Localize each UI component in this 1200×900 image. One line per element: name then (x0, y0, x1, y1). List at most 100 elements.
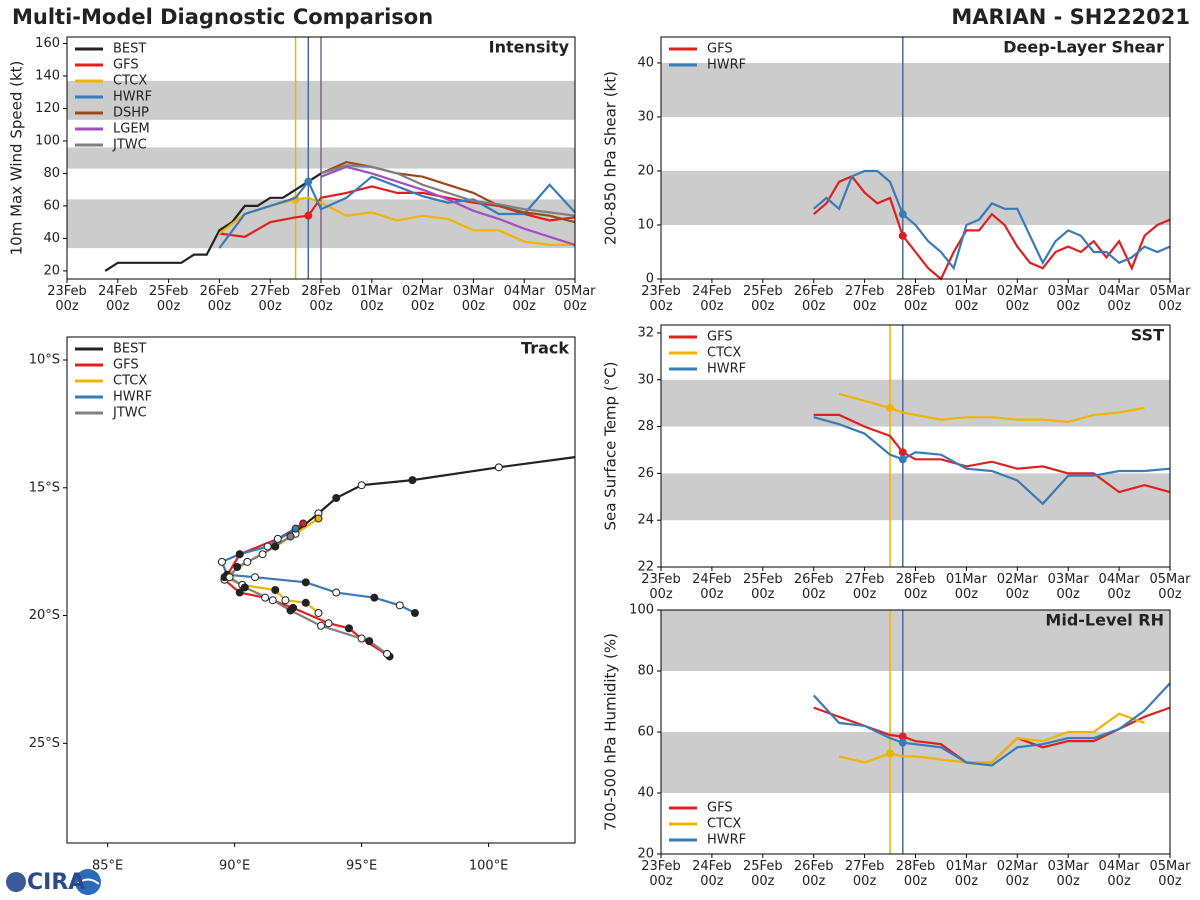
y-tick-label: 80 (43, 166, 60, 181)
panel-title: SST (1131, 326, 1164, 345)
legend-label: HWRF (113, 90, 152, 105)
x-tick-label: 25Feb 00z (743, 284, 783, 314)
series-line (320, 164, 576, 217)
x-tick-label: 03Mar 00z (1047, 572, 1089, 602)
track-point (324, 619, 333, 628)
x-tick-label: 23Feb 00z (641, 284, 681, 314)
y-axis-label: 200-850 hPa Shear (kt) (602, 71, 620, 245)
x-tick-label: 28Feb 00z (895, 859, 936, 889)
series-line (813, 416, 1171, 506)
track-point (365, 637, 374, 646)
y-axis-label: 10m Max Wind Speed (kt) (8, 61, 26, 256)
y-tick-label: 20 (637, 163, 654, 178)
panel-title: Mid-Level RH (1045, 611, 1164, 630)
legend-label: CTCX (113, 74, 147, 89)
track-point (344, 624, 353, 633)
panel-title: Intensity (489, 38, 570, 57)
track-point (263, 542, 272, 551)
x-tick-label: 01Mar 00z (945, 572, 987, 602)
logo-text: CIRA (27, 870, 85, 895)
y-tick-label: 60 (637, 725, 654, 740)
x-tick-label: 25Feb 00z (743, 572, 783, 602)
y-tick-label: 40 (43, 231, 60, 246)
init-marker (886, 749, 895, 758)
x-tick-label: 28Feb 00z (895, 572, 936, 602)
y-tick-label: 120 (35, 101, 60, 116)
x-tick-label: 05Mar 00z (1149, 859, 1191, 889)
shade-band (661, 610, 1170, 671)
y-tick-label: 100 (35, 133, 60, 148)
track-point (286, 532, 295, 541)
y-tick-label: 22 (637, 560, 654, 575)
track-point (286, 606, 295, 615)
init-marker (898, 738, 907, 747)
track-line (220, 527, 416, 614)
y-tick-label: 28 (637, 419, 654, 434)
track-point (250, 573, 259, 582)
x-tick-label: 27Feb 00z (844, 572, 885, 602)
track-point (299, 519, 308, 528)
logo-icon (6, 869, 101, 895)
x-tick-label: 05Mar 00z (1149, 572, 1191, 602)
track-point (332, 494, 341, 502)
series-line (218, 175, 576, 249)
x-tick-label: 03Mar 00z (1047, 284, 1089, 314)
legend-label: GFS (707, 801, 733, 816)
x-tick-label: 24Feb 00z (692, 284, 732, 314)
x-tick-label: 95°E (346, 859, 377, 874)
x-tick-label: 03Mar 00z (1047, 859, 1089, 889)
x-tick-label: 24Feb 00z (692, 859, 732, 889)
x-tick-label: 28Feb 00z (895, 284, 936, 314)
y-tick-label: 30 (637, 109, 654, 124)
track-point (314, 514, 323, 523)
x-tick-label: 27Feb 00z (250, 284, 290, 314)
y-tick-label: 25°S (29, 736, 60, 751)
shade-band (661, 379, 1170, 427)
init-marker (898, 732, 907, 741)
legend-label: JTWC (112, 406, 147, 421)
y-tick-label: 100 (629, 603, 654, 618)
x-tick-label: 04Mar 00z (1098, 859, 1140, 889)
track-point (233, 563, 242, 571)
legend-label: HWRF (707, 362, 746, 377)
y-tick-label: 10 (637, 217, 654, 232)
track-point (408, 476, 417, 485)
y-tick-label: 26 (637, 466, 654, 481)
panel-title: Track (521, 339, 569, 358)
x-tick-label: 02Mar 00z (996, 284, 1038, 314)
track-point (281, 596, 290, 605)
x-tick-label: 01Mar 00z (351, 284, 393, 314)
legend-label: GFS (113, 358, 139, 373)
y-tick-label: 160 (35, 36, 60, 51)
plot-frame (66, 336, 576, 844)
track-point (261, 593, 270, 602)
legend-label: HWRF (707, 58, 746, 73)
x-tick-label: 24Feb 00z (98, 284, 138, 314)
track-point (258, 550, 267, 559)
init-marker (304, 211, 313, 220)
legend-label: HWRF (707, 833, 746, 848)
x-tick-label: 04Mar 00z (1098, 572, 1140, 602)
y-tick-label: 40 (637, 786, 654, 801)
track-point (217, 557, 226, 566)
x-tick-label: 25Feb 00z (743, 859, 783, 889)
track-point (332, 588, 341, 597)
y-tick-label: 20 (637, 847, 654, 862)
legend-label: CTCX (707, 817, 741, 832)
x-tick-label: 25Feb 00z (148, 284, 189, 314)
series-line (104, 172, 322, 272)
x-tick-label: 23Feb 00z (641, 572, 681, 602)
x-tick-label: 85°E (92, 859, 123, 874)
y-tick-label: 24 (637, 513, 654, 528)
track-point (317, 621, 325, 630)
legend-label: GFS (707, 42, 733, 57)
y-axis-label: 700-500 hPa Humidity (%) (602, 633, 620, 831)
x-tick-label: 02Mar 00z (996, 859, 1038, 889)
y-tick-label: 0 (646, 272, 654, 287)
init-marker (898, 210, 907, 219)
x-tick-label: 23Feb 00z (47, 284, 87, 314)
x-tick-label: 05Mar 00z (554, 284, 596, 314)
track-point (240, 583, 249, 592)
